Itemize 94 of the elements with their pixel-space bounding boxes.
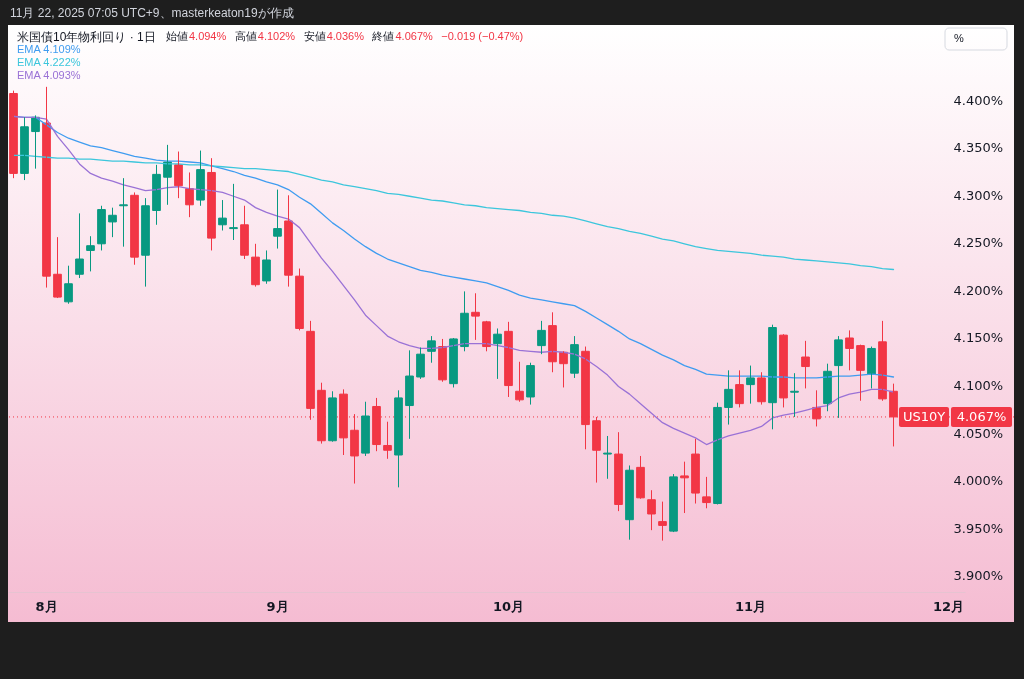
candlestick — [801, 340, 810, 389]
candlestick — [878, 320, 887, 402]
text: EMA 4.222% — [17, 56, 81, 68]
candlestick — [691, 438, 700, 505]
x-tick-label: 11月 — [734, 598, 767, 614]
candlestick — [9, 90, 18, 179]
candlestick — [471, 292, 480, 341]
candlestick — [108, 207, 117, 238]
ref-line-label: US10Y — [902, 408, 946, 424]
annotation: 4.102% — [257, 30, 296, 42]
candlestick — [20, 116, 29, 181]
candlestick — [284, 194, 293, 288]
candlestick — [625, 464, 634, 541]
annotation: 終値 — [371, 30, 395, 42]
candlestick — [702, 476, 711, 509]
candlestick — [537, 320, 546, 355]
candlestick — [614, 431, 623, 512]
candlestick — [867, 346, 876, 389]
candlestick — [317, 382, 326, 445]
y-tick-label: 4.400% — [953, 92, 1004, 108]
candlestick — [295, 268, 304, 331]
y-tick-label: 3.950% — [953, 520, 1004, 536]
annotation: −0.019 (−0.47%) — [441, 30, 524, 42]
candlestick — [845, 329, 854, 371]
annotation: 4.067% — [395, 30, 434, 42]
candlestick — [746, 365, 755, 405]
candlestick — [251, 243, 260, 288]
candlestick — [856, 344, 865, 402]
chart-title: 米国債10年物利回り · 1日 — [17, 30, 156, 44]
candlestick — [768, 324, 777, 430]
annotation: 安値 — [303, 30, 326, 42]
candlestick — [97, 205, 106, 251]
candlestick — [86, 235, 95, 272]
candlestick — [735, 369, 744, 408]
candlestick — [724, 369, 733, 426]
candlestick — [779, 333, 788, 408]
candlestick — [53, 236, 62, 299]
candlestick — [42, 86, 51, 289]
candlestick — [713, 402, 722, 505]
candlestick — [416, 347, 425, 380]
text: EMA 4.109% — [17, 43, 81, 55]
y-tick-label: 4.067% — [956, 408, 1007, 424]
x-tick-label: 8月 — [35, 598, 58, 614]
annotation: 高値 — [234, 30, 257, 42]
candlestick — [647, 489, 656, 531]
text: 11月 22, 2025 07:05 UTC+9、masterkeaton19が作成 — [10, 6, 294, 20]
y-tick-label: 4.150% — [953, 330, 1004, 346]
candlestick — [141, 197, 150, 288]
candlestick — [328, 390, 337, 443]
text: EMA 4.093% — [17, 69, 81, 81]
annotation: 4.036% — [326, 30, 365, 42]
x-tick-label: 10月 — [492, 598, 525, 614]
candlestick — [603, 435, 612, 480]
candlestick — [405, 349, 414, 440]
y-tick-label: 3.900% — [953, 568, 1004, 584]
annotation: 4.094% — [188, 30, 227, 42]
x-tick-label: 9月 — [266, 598, 289, 614]
candlestick — [75, 212, 84, 279]
annotation: % — [954, 32, 964, 44]
candlestick — [438, 338, 447, 383]
candlestick — [383, 421, 392, 460]
y-tick-label: 4.100% — [953, 378, 1004, 394]
x-tick-label: 12月 — [932, 598, 965, 614]
candlestick — [262, 249, 271, 285]
candlestick — [361, 401, 370, 457]
candlestick — [196, 150, 205, 207]
candlestick — [834, 335, 843, 419]
y-tick-label: 4.250% — [953, 235, 1004, 251]
y-tick-label: 4.200% — [953, 282, 1004, 298]
line-series — [12, 154, 895, 271]
candlestick — [669, 473, 678, 533]
candlestick — [581, 346, 590, 450]
candlestick — [273, 189, 282, 250]
candlestick — [757, 371, 766, 406]
candlestick — [526, 362, 535, 406]
candlestick — [790, 372, 799, 418]
candlestick — [658, 501, 667, 542]
candlestick — [64, 265, 73, 305]
candlestick — [218, 199, 227, 231]
y-tick-label: 4.300% — [953, 187, 1004, 203]
y-tick-label: 4.050% — [953, 425, 1004, 441]
candlestick — [119, 177, 128, 248]
candlestick — [130, 191, 139, 266]
annotation: 始値 — [165, 30, 188, 42]
y-tick-label: 4.000% — [953, 473, 1004, 489]
candlestick — [394, 389, 403, 488]
candlestick — [207, 157, 216, 251]
candlestick — [504, 321, 513, 398]
candlestick — [229, 183, 238, 241]
candlestick — [680, 461, 689, 514]
y-tick-label: 4.350% — [953, 140, 1004, 156]
candlestick — [449, 337, 458, 388]
candlestick — [240, 205, 249, 260]
candlestick — [636, 455, 645, 500]
